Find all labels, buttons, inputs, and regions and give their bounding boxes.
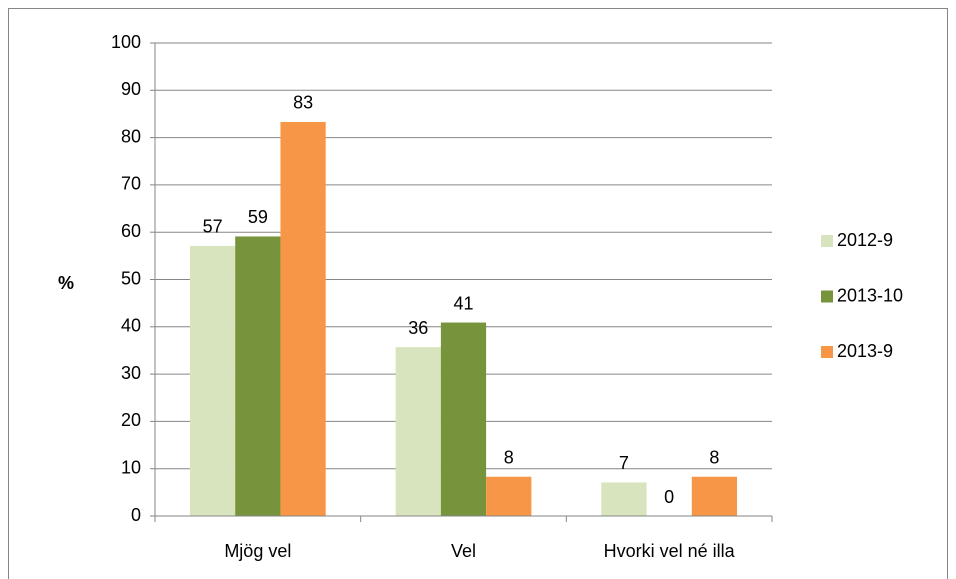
bar (601, 482, 647, 516)
y-tick-label: 90 (121, 79, 141, 99)
data-label: 8 (709, 447, 719, 467)
bar (486, 476, 532, 516)
data-label: 57 (203, 217, 223, 237)
y-tick-label: 20 (121, 410, 141, 430)
bar (395, 347, 441, 516)
x-tick-label: Hvorki vel né illa (604, 541, 736, 561)
legend-swatch (821, 346, 833, 358)
y-axis-label: % (58, 273, 74, 293)
y-tick-label: 100 (111, 32, 141, 52)
x-tick-label: Mjög vel (224, 541, 291, 561)
bar (280, 121, 326, 516)
bar (691, 476, 738, 516)
data-label: 7 (619, 453, 629, 473)
y-tick-label: 0 (131, 505, 141, 525)
y-tick-label: 10 (121, 457, 141, 477)
data-label: 0 (664, 487, 674, 507)
y-tick-label: 80 (121, 126, 141, 146)
legend-swatch (821, 235, 833, 247)
bar (235, 236, 281, 516)
y-tick-label: 30 (121, 363, 141, 383)
legend-label: 2012-9 (837, 230, 893, 250)
data-label: 83 (293, 93, 313, 113)
legend-label: 2013-10 (837, 285, 903, 305)
x-tick-label: Vel (451, 541, 476, 561)
data-label: 8 (504, 447, 514, 467)
data-label: 36 (408, 318, 428, 338)
data-label: 41 (453, 293, 473, 313)
y-tick-label: 50 (121, 268, 141, 288)
bar (189, 245, 236, 517)
bar (440, 322, 487, 516)
data-label: 59 (248, 207, 268, 227)
legend-label: 2013-9 (837, 341, 893, 361)
y-tick-label: 40 (121, 316, 141, 336)
y-tick-label: 60 (121, 221, 141, 241)
legend-swatch (821, 290, 833, 303)
y-tick-label: 70 (121, 174, 141, 194)
